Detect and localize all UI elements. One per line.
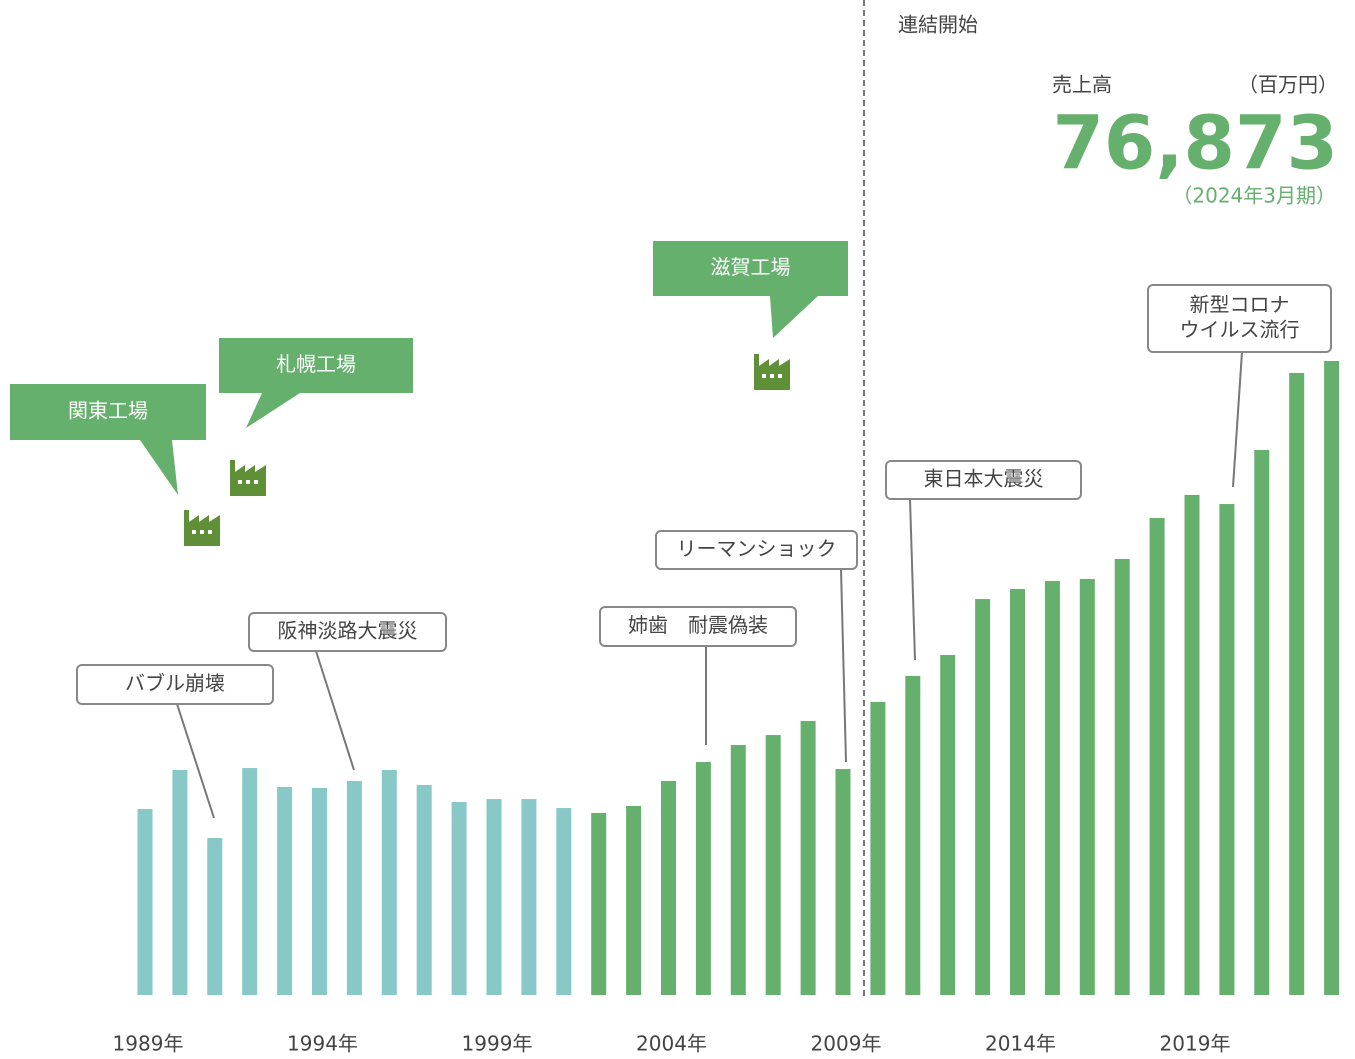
callout-box (10, 384, 206, 440)
bar (277, 787, 293, 995)
bar (1324, 361, 1340, 995)
bar (521, 799, 537, 995)
annotation-text: リーマンショック (677, 537, 837, 561)
factory-window (762, 374, 766, 378)
bar (346, 780, 362, 995)
headline-value: 76,873 (1052, 101, 1338, 187)
callout-tail (246, 393, 300, 428)
x-tick-label: 1999年 (462, 1032, 533, 1056)
headline-period: （2024年3月期） (1172, 184, 1336, 208)
callout-box (219, 338, 413, 393)
annotation-text: バブル崩壊 (125, 671, 225, 695)
bar (591, 812, 607, 995)
annotation-box (655, 530, 858, 570)
bar (626, 805, 642, 995)
callout-box (653, 241, 848, 296)
callout-tail (770, 296, 818, 338)
factory-window (200, 530, 204, 534)
bar (1184, 494, 1200, 995)
bar (381, 770, 397, 995)
bar (905, 675, 921, 995)
annotation-box (76, 664, 274, 705)
factory-name: 札幌工場 (276, 352, 356, 376)
annotation: リーマンショック (655, 530, 858, 763)
bar (312, 787, 327, 995)
annotation-text: ウイルス流行 (1180, 318, 1300, 342)
bar (1254, 450, 1270, 995)
annotation-box (248, 612, 447, 652)
annotation-box (1147, 284, 1332, 353)
annotation-box (599, 606, 797, 647)
factory-name: 滋賀工場 (711, 255, 791, 279)
x-tick-label: 1994年 (287, 1032, 358, 1056)
bar (975, 599, 991, 995)
bar (207, 837, 223, 995)
bar (137, 809, 153, 995)
annotation-text: 姉歯 耐震偽装 (628, 613, 768, 637)
bar (800, 721, 816, 995)
bar (765, 735, 781, 995)
bar (1010, 588, 1025, 995)
bar (416, 785, 432, 995)
x-tick-label: 2014年 (985, 1032, 1056, 1056)
factory-name: 関東工場 (68, 399, 148, 423)
headline-label: 売上高 (1052, 73, 1112, 97)
bar (242, 768, 258, 995)
x-tick-label: 2019年 (1160, 1032, 1231, 1056)
annotation-text: 新型コロナ (1190, 293, 1290, 317)
factory-callout: 札幌工場 (219, 338, 413, 496)
bar (1289, 372, 1305, 996)
bar (940, 654, 956, 995)
bar (695, 762, 711, 995)
factory-icon (230, 460, 266, 496)
factory-window (770, 374, 774, 378)
bar (1114, 558, 1130, 995)
leader-line (315, 650, 355, 771)
bar (1219, 504, 1235, 995)
leader-line (840, 568, 847, 763)
factory-window (778, 374, 782, 378)
annotation: 東日本大震災 (885, 460, 1082, 661)
bar (556, 808, 572, 995)
factory-callout: 関東工場 (10, 384, 220, 546)
bar (661, 780, 676, 995)
bar (1079, 579, 1095, 995)
bar (486, 799, 502, 995)
headline-unit: （百万円） (1238, 73, 1338, 97)
factory-icon (184, 510, 220, 546)
x-tick-label: 2009年 (811, 1032, 882, 1056)
callout-tail (140, 440, 178, 495)
factory-window (192, 530, 196, 534)
annotation: 阪神淡路大震災 (248, 612, 447, 771)
leader-line (176, 703, 215, 819)
x-tick-label: 1989年 (113, 1032, 184, 1056)
factory-window (238, 480, 242, 484)
factory-window (246, 480, 250, 484)
annotation-box (885, 460, 1082, 500)
bar (835, 769, 851, 995)
leader-line (909, 498, 916, 661)
annotation-text: 阪神淡路大震災 (278, 619, 418, 643)
bar (1044, 580, 1060, 995)
x-tick-label: 2004年 (636, 1032, 707, 1056)
annotation: 姉歯 耐震偽装 (599, 606, 797, 745)
divider-label: 連結開始 (898, 13, 978, 37)
factory-window (254, 480, 258, 484)
bar (1149, 517, 1165, 995)
leader-line (1232, 351, 1243, 488)
factory-window (208, 530, 212, 534)
bar (451, 802, 467, 995)
factory-callout: 滋賀工場 (653, 241, 848, 390)
annotation-text: 東日本大震災 (924, 467, 1044, 491)
factory-icon (754, 354, 790, 390)
annotation: バブル崩壊 (76, 664, 274, 819)
bar (172, 770, 188, 995)
bar (730, 745, 746, 995)
bar (870, 701, 886, 995)
